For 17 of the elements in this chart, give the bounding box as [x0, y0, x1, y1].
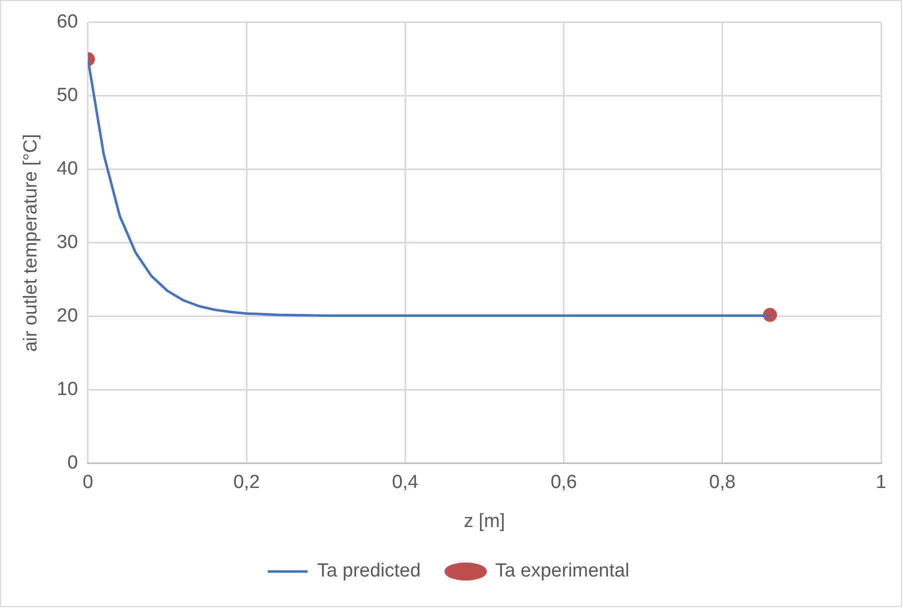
y-tick-label: 10	[56, 379, 78, 400]
x-axis-title: z [m]	[464, 510, 506, 532]
y-axis-title: air outlet temperature [°C]	[20, 134, 42, 352]
y-tick-label: 0	[67, 452, 78, 474]
x-tick-label: 0,8	[709, 472, 736, 494]
x-tick-label: 0,4	[392, 472, 419, 494]
y-tick-label: 30	[56, 232, 78, 254]
y-tick-label: 50	[56, 85, 78, 106]
x-tick-label: 0,6	[550, 472, 577, 494]
y-tick-label: 20	[56, 306, 78, 327]
x-tick-label: 0,2	[233, 472, 260, 494]
x-tick-label: 0	[82, 472, 94, 494]
y-tick-label: 60	[56, 12, 78, 33]
legend-label: Ta predicted	[317, 560, 421, 582]
x-tick-label: 1	[876, 472, 886, 494]
legend-label: Ta experimental	[495, 560, 630, 582]
y-tick-label: 40	[56, 158, 78, 180]
